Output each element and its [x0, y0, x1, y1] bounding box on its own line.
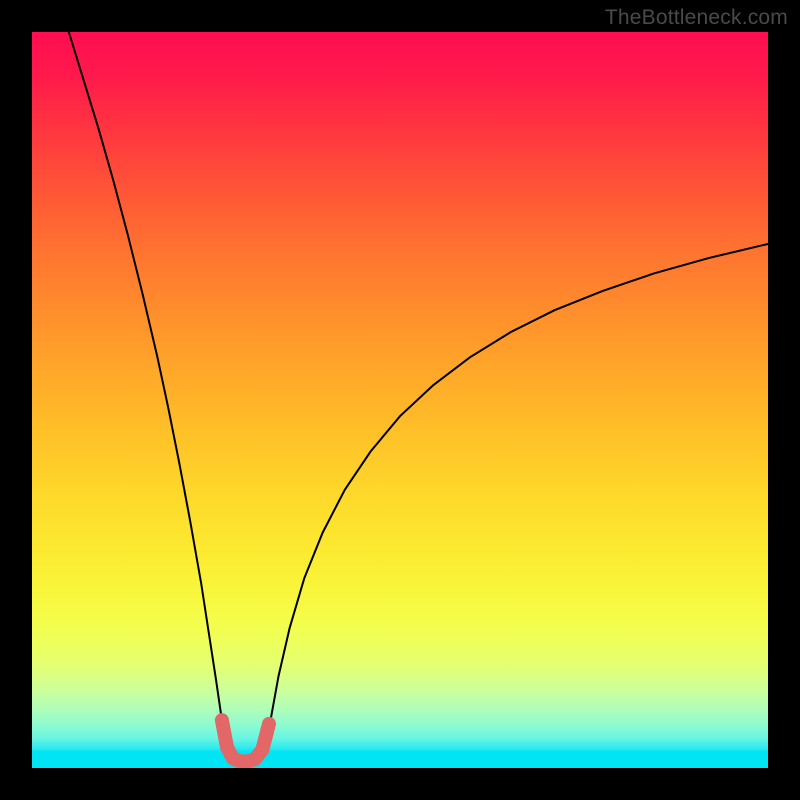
watermark-text: TheBottleneck.com — [605, 6, 788, 30]
bottleneck-chart — [32, 32, 768, 768]
chart-background — [32, 32, 768, 768]
chart-container — [32, 32, 768, 768]
